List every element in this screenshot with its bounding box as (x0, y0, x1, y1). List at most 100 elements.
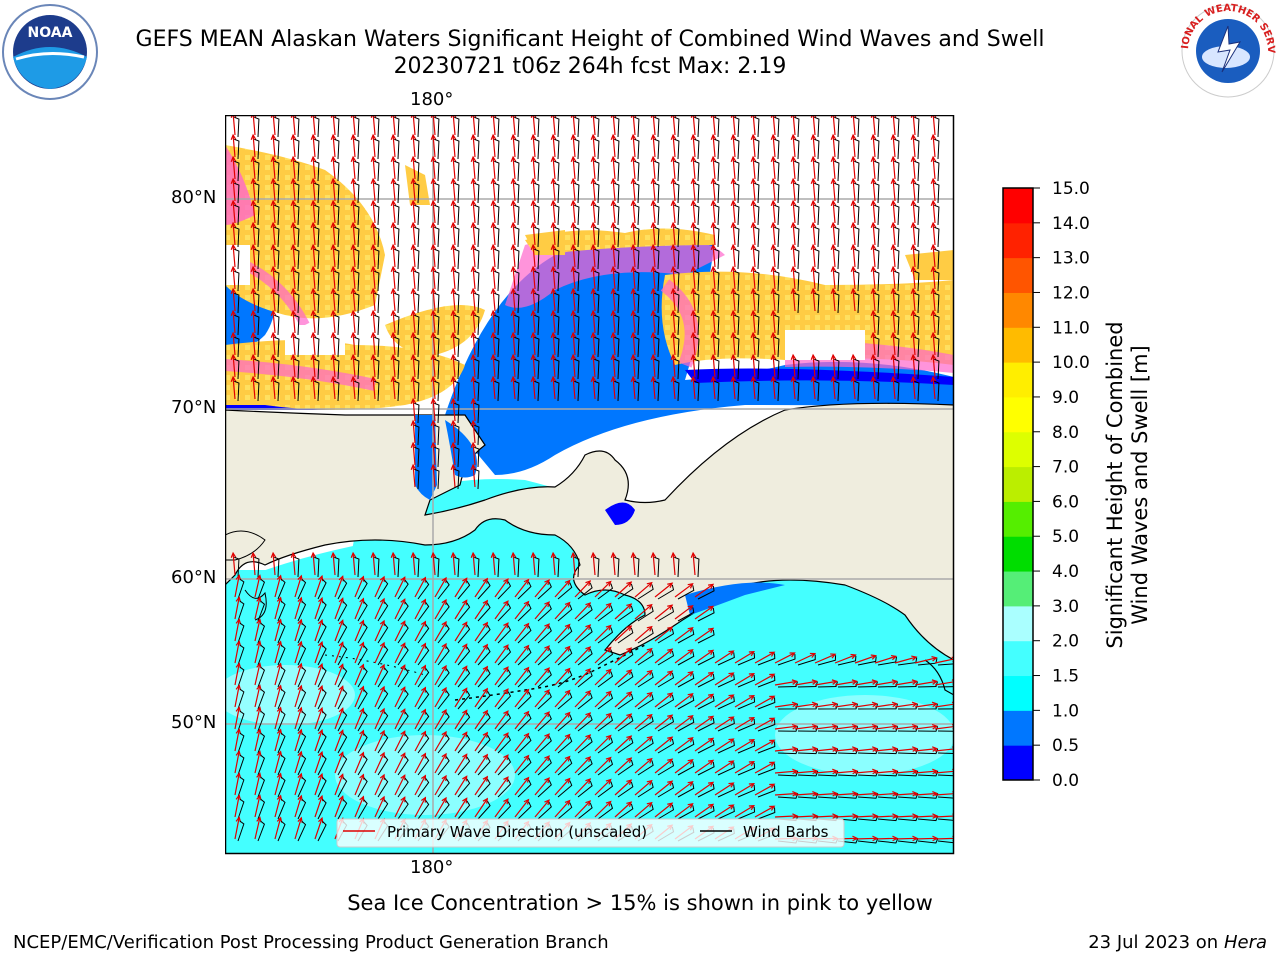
wind-barb (274, 248, 280, 270)
wind-barb (854, 182, 860, 204)
wave-arrow (292, 355, 296, 378)
wave-arrow (914, 748, 937, 752)
wave-arrow-head (441, 598, 447, 606)
wave-arrow-head (872, 835, 879, 842)
wave-arrow-head (470, 177, 477, 184)
wave-arrow (574, 646, 591, 664)
wave-arrow-head (490, 177, 497, 184)
wave-arrow (392, 553, 396, 576)
wind-barb (314, 248, 320, 270)
wave-arrow (412, 443, 416, 466)
wave-arrow (514, 755, 529, 774)
wind-barb (734, 248, 740, 270)
wave-arrow-head (441, 642, 447, 650)
wind-barb (497, 735, 512, 754)
wind-barb (814, 358, 820, 380)
wave-arrow (832, 377, 836, 400)
wind-barb (334, 226, 340, 248)
wind-barb (597, 693, 614, 710)
wave-arrow (652, 267, 656, 290)
wind-barb (914, 226, 920, 248)
wave-arrow (914, 770, 937, 774)
wave-arrow-head (728, 716, 735, 722)
wind-barb (434, 160, 440, 182)
wave-arrow-head (370, 221, 377, 228)
wave-arrow-head (530, 243, 537, 250)
wave-arrow (652, 115, 656, 136)
wave-arrow-head (310, 309, 317, 316)
wind-barb (317, 601, 327, 622)
wave-arrow (494, 688, 509, 708)
wave-arrow-head (890, 133, 897, 140)
wave-arrow (432, 399, 436, 422)
wave-arrow-head (708, 605, 715, 612)
wind-barb (657, 584, 675, 600)
wave-arrow-head (330, 331, 337, 338)
wave-arrow-head (570, 221, 577, 228)
wave-arrow-head (470, 243, 477, 250)
wind-barb (594, 204, 600, 226)
wave-arrow (694, 715, 714, 730)
wave-arrow-head (330, 353, 337, 360)
wave-arrow (412, 355, 416, 378)
wave-arrow (794, 815, 818, 818)
wind-barb (594, 138, 600, 160)
wave-arrow-head (610, 177, 617, 184)
wave-arrow (672, 115, 676, 136)
wave-arrow-head (667, 626, 674, 633)
wave-arrow (312, 115, 316, 136)
wind-barb (277, 666, 286, 688)
wind-barb (937, 840, 954, 844)
wave-arrow (732, 245, 736, 268)
wave-arrow-head (256, 640, 262, 647)
wave-arrow (512, 179, 516, 202)
wind-barb (697, 739, 715, 754)
wave-arrow (272, 157, 276, 180)
wave-arrow-head (510, 309, 517, 316)
wave-arrow-head (400, 598, 406, 605)
wind-barb (274, 270, 280, 292)
wave-arrow-head (710, 177, 717, 184)
wave-arrow (872, 311, 876, 334)
wave-arrow-head (610, 309, 617, 316)
wind-barb (237, 754, 245, 776)
wind-barb (874, 270, 880, 292)
wave-arrow (552, 267, 556, 290)
wave-arrow-head (728, 672, 735, 678)
wave-arrow-head (910, 309, 917, 316)
wave-arrow-head (330, 177, 337, 184)
wave-arrow-head (770, 265, 777, 272)
wind-barb (654, 182, 660, 204)
wind-barb (394, 314, 400, 336)
wind-barb (234, 336, 240, 358)
wind-barb (534, 226, 540, 248)
wind-barb (454, 292, 460, 314)
wave-arrow-head (667, 714, 674, 721)
wind-barb (757, 763, 776, 776)
wave-arrow-head (530, 309, 537, 316)
wave-arrow-head (330, 551, 337, 558)
wind-barb (897, 681, 918, 688)
wave-arrow (714, 650, 734, 664)
wave-arrow-head (850, 177, 857, 184)
wind-barb (657, 716, 675, 732)
wave-arrow-head (462, 621, 468, 628)
wave-arrow-head (810, 243, 817, 250)
wave-arrow (552, 115, 556, 136)
wind-barb (554, 116, 560, 138)
wind-barb (597, 583, 614, 600)
wave-arrow-head (585, 602, 592, 609)
wind-barb (494, 182, 500, 204)
wave-arrow-head (530, 199, 537, 206)
wave-arrow (834, 748, 857, 752)
wave-arrow-head (690, 177, 697, 184)
wave-arrow-head (650, 265, 657, 272)
wave-arrow-head (809, 652, 817, 658)
wave-arrow-head (650, 287, 657, 294)
wave-arrow (612, 355, 616, 378)
wind-barb (334, 204, 340, 226)
wave-arrow (374, 642, 385, 664)
wind-barb (677, 783, 695, 798)
wave-arrow (452, 421, 456, 444)
wave-arrow-head (400, 774, 406, 781)
